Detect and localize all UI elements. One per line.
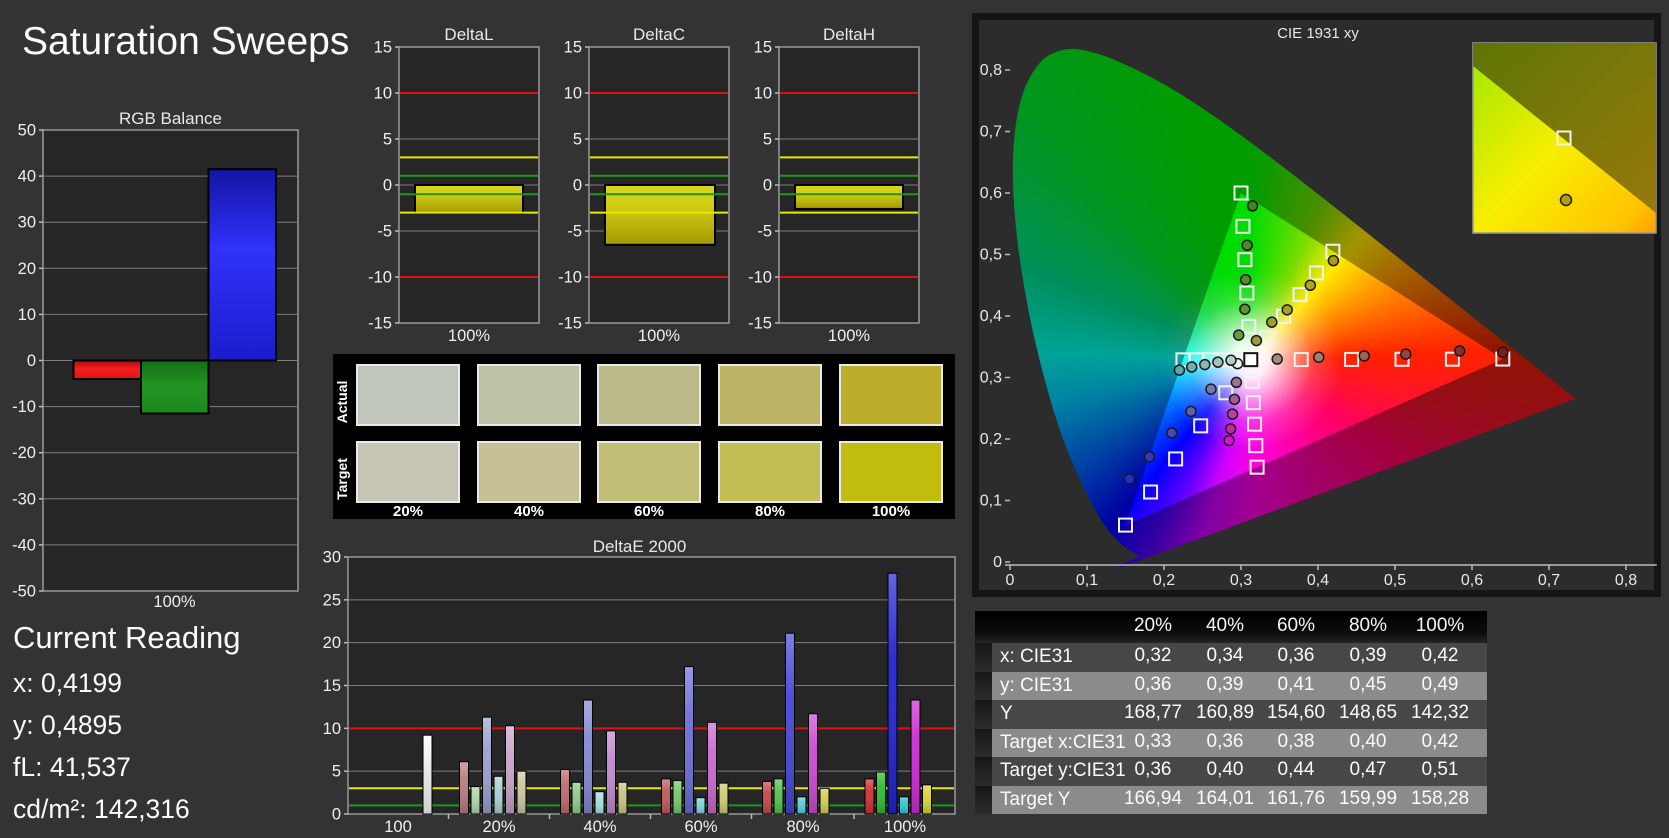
svg-text:0,2: 0,2 xyxy=(1153,572,1175,589)
svg-text:0,7: 0,7 xyxy=(980,124,1002,141)
svg-text:10: 10 xyxy=(323,720,341,738)
svg-text:RGB Balance: RGB Balance xyxy=(119,109,222,128)
svg-text:-15: -15 xyxy=(748,315,772,333)
svg-text:0,2: 0,2 xyxy=(980,431,1002,448)
svg-text:0: 0 xyxy=(383,177,392,195)
svg-text:100: 100 xyxy=(384,818,412,836)
svg-text:5: 5 xyxy=(383,131,392,149)
svg-text:60%: 60% xyxy=(684,818,717,836)
svg-text:0,5: 0,5 xyxy=(1384,572,1406,589)
svg-text:15: 15 xyxy=(323,677,341,695)
svg-text:80%: 80% xyxy=(786,818,819,836)
svg-text:100%: 100% xyxy=(828,327,871,345)
svg-text:10: 10 xyxy=(374,85,392,103)
svg-text:0,8: 0,8 xyxy=(1615,572,1637,589)
svg-text:-50: -50 xyxy=(12,583,36,601)
svg-text:20%: 20% xyxy=(482,818,515,836)
svg-text:0,1: 0,1 xyxy=(980,493,1002,510)
svg-text:20: 20 xyxy=(18,260,36,278)
svg-text:-10: -10 xyxy=(368,269,392,287)
svg-text:-15: -15 xyxy=(558,315,582,333)
svg-text:DeltaH: DeltaH xyxy=(823,25,875,44)
svg-text:25: 25 xyxy=(323,591,341,609)
svg-text:DeltaC: DeltaC xyxy=(633,25,685,44)
svg-text:5: 5 xyxy=(763,131,772,149)
svg-text:10: 10 xyxy=(18,306,36,324)
svg-text:-10: -10 xyxy=(748,269,772,287)
svg-text:-5: -5 xyxy=(757,223,772,241)
svg-text:0: 0 xyxy=(332,806,341,824)
svg-text:5: 5 xyxy=(573,131,582,149)
svg-text:100%: 100% xyxy=(638,327,681,345)
svg-text:15: 15 xyxy=(374,39,392,57)
svg-text:40%: 40% xyxy=(583,818,616,836)
svg-text:15: 15 xyxy=(754,39,772,57)
svg-text:-20: -20 xyxy=(12,444,36,462)
svg-text:15: 15 xyxy=(564,39,582,57)
svg-text:0: 0 xyxy=(763,177,772,195)
svg-text:-5: -5 xyxy=(567,223,582,241)
svg-text:0: 0 xyxy=(993,554,1002,571)
svg-text:CIE 1931 xy: CIE 1931 xy xyxy=(1277,25,1359,42)
svg-text:-40: -40 xyxy=(12,536,36,554)
svg-text:0,6: 0,6 xyxy=(1461,572,1483,589)
svg-text:100%: 100% xyxy=(884,818,927,836)
svg-text:0: 0 xyxy=(1006,572,1015,589)
svg-text:0: 0 xyxy=(27,352,36,370)
svg-text:-10: -10 xyxy=(558,269,582,287)
svg-text:30: 30 xyxy=(18,214,36,232)
svg-text:10: 10 xyxy=(564,85,582,103)
svg-text:5: 5 xyxy=(332,763,341,781)
svg-text:0,7: 0,7 xyxy=(1538,572,1560,589)
svg-text:0,4: 0,4 xyxy=(1307,572,1329,589)
svg-text:0,3: 0,3 xyxy=(980,370,1002,387)
svg-text:20: 20 xyxy=(323,634,341,652)
svg-text:0,8: 0,8 xyxy=(980,62,1002,79)
svg-text:50: 50 xyxy=(18,122,36,140)
svg-text:0,3: 0,3 xyxy=(1230,572,1252,589)
svg-text:0,6: 0,6 xyxy=(980,185,1002,202)
svg-text:-5: -5 xyxy=(377,223,392,241)
svg-text:-30: -30 xyxy=(12,490,36,508)
svg-text:0: 0 xyxy=(573,177,582,195)
svg-text:0,4: 0,4 xyxy=(980,308,1002,325)
svg-text:10: 10 xyxy=(754,85,772,103)
svg-text:40: 40 xyxy=(18,168,36,186)
svg-text:0,5: 0,5 xyxy=(980,247,1002,264)
svg-text:-15: -15 xyxy=(368,315,392,333)
svg-text:DeltaL: DeltaL xyxy=(444,25,493,44)
svg-text:30: 30 xyxy=(323,549,341,567)
svg-text:DeltaE 2000: DeltaE 2000 xyxy=(593,537,687,556)
svg-text:100%: 100% xyxy=(448,327,491,345)
svg-text:100%: 100% xyxy=(153,593,196,611)
svg-text:-10: -10 xyxy=(12,398,36,416)
svg-text:0,1: 0,1 xyxy=(1076,572,1098,589)
